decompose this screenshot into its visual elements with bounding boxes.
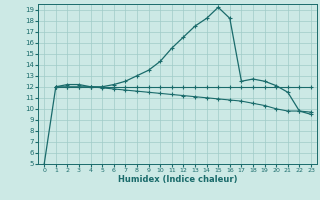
X-axis label: Humidex (Indice chaleur): Humidex (Indice chaleur) (118, 175, 237, 184)
